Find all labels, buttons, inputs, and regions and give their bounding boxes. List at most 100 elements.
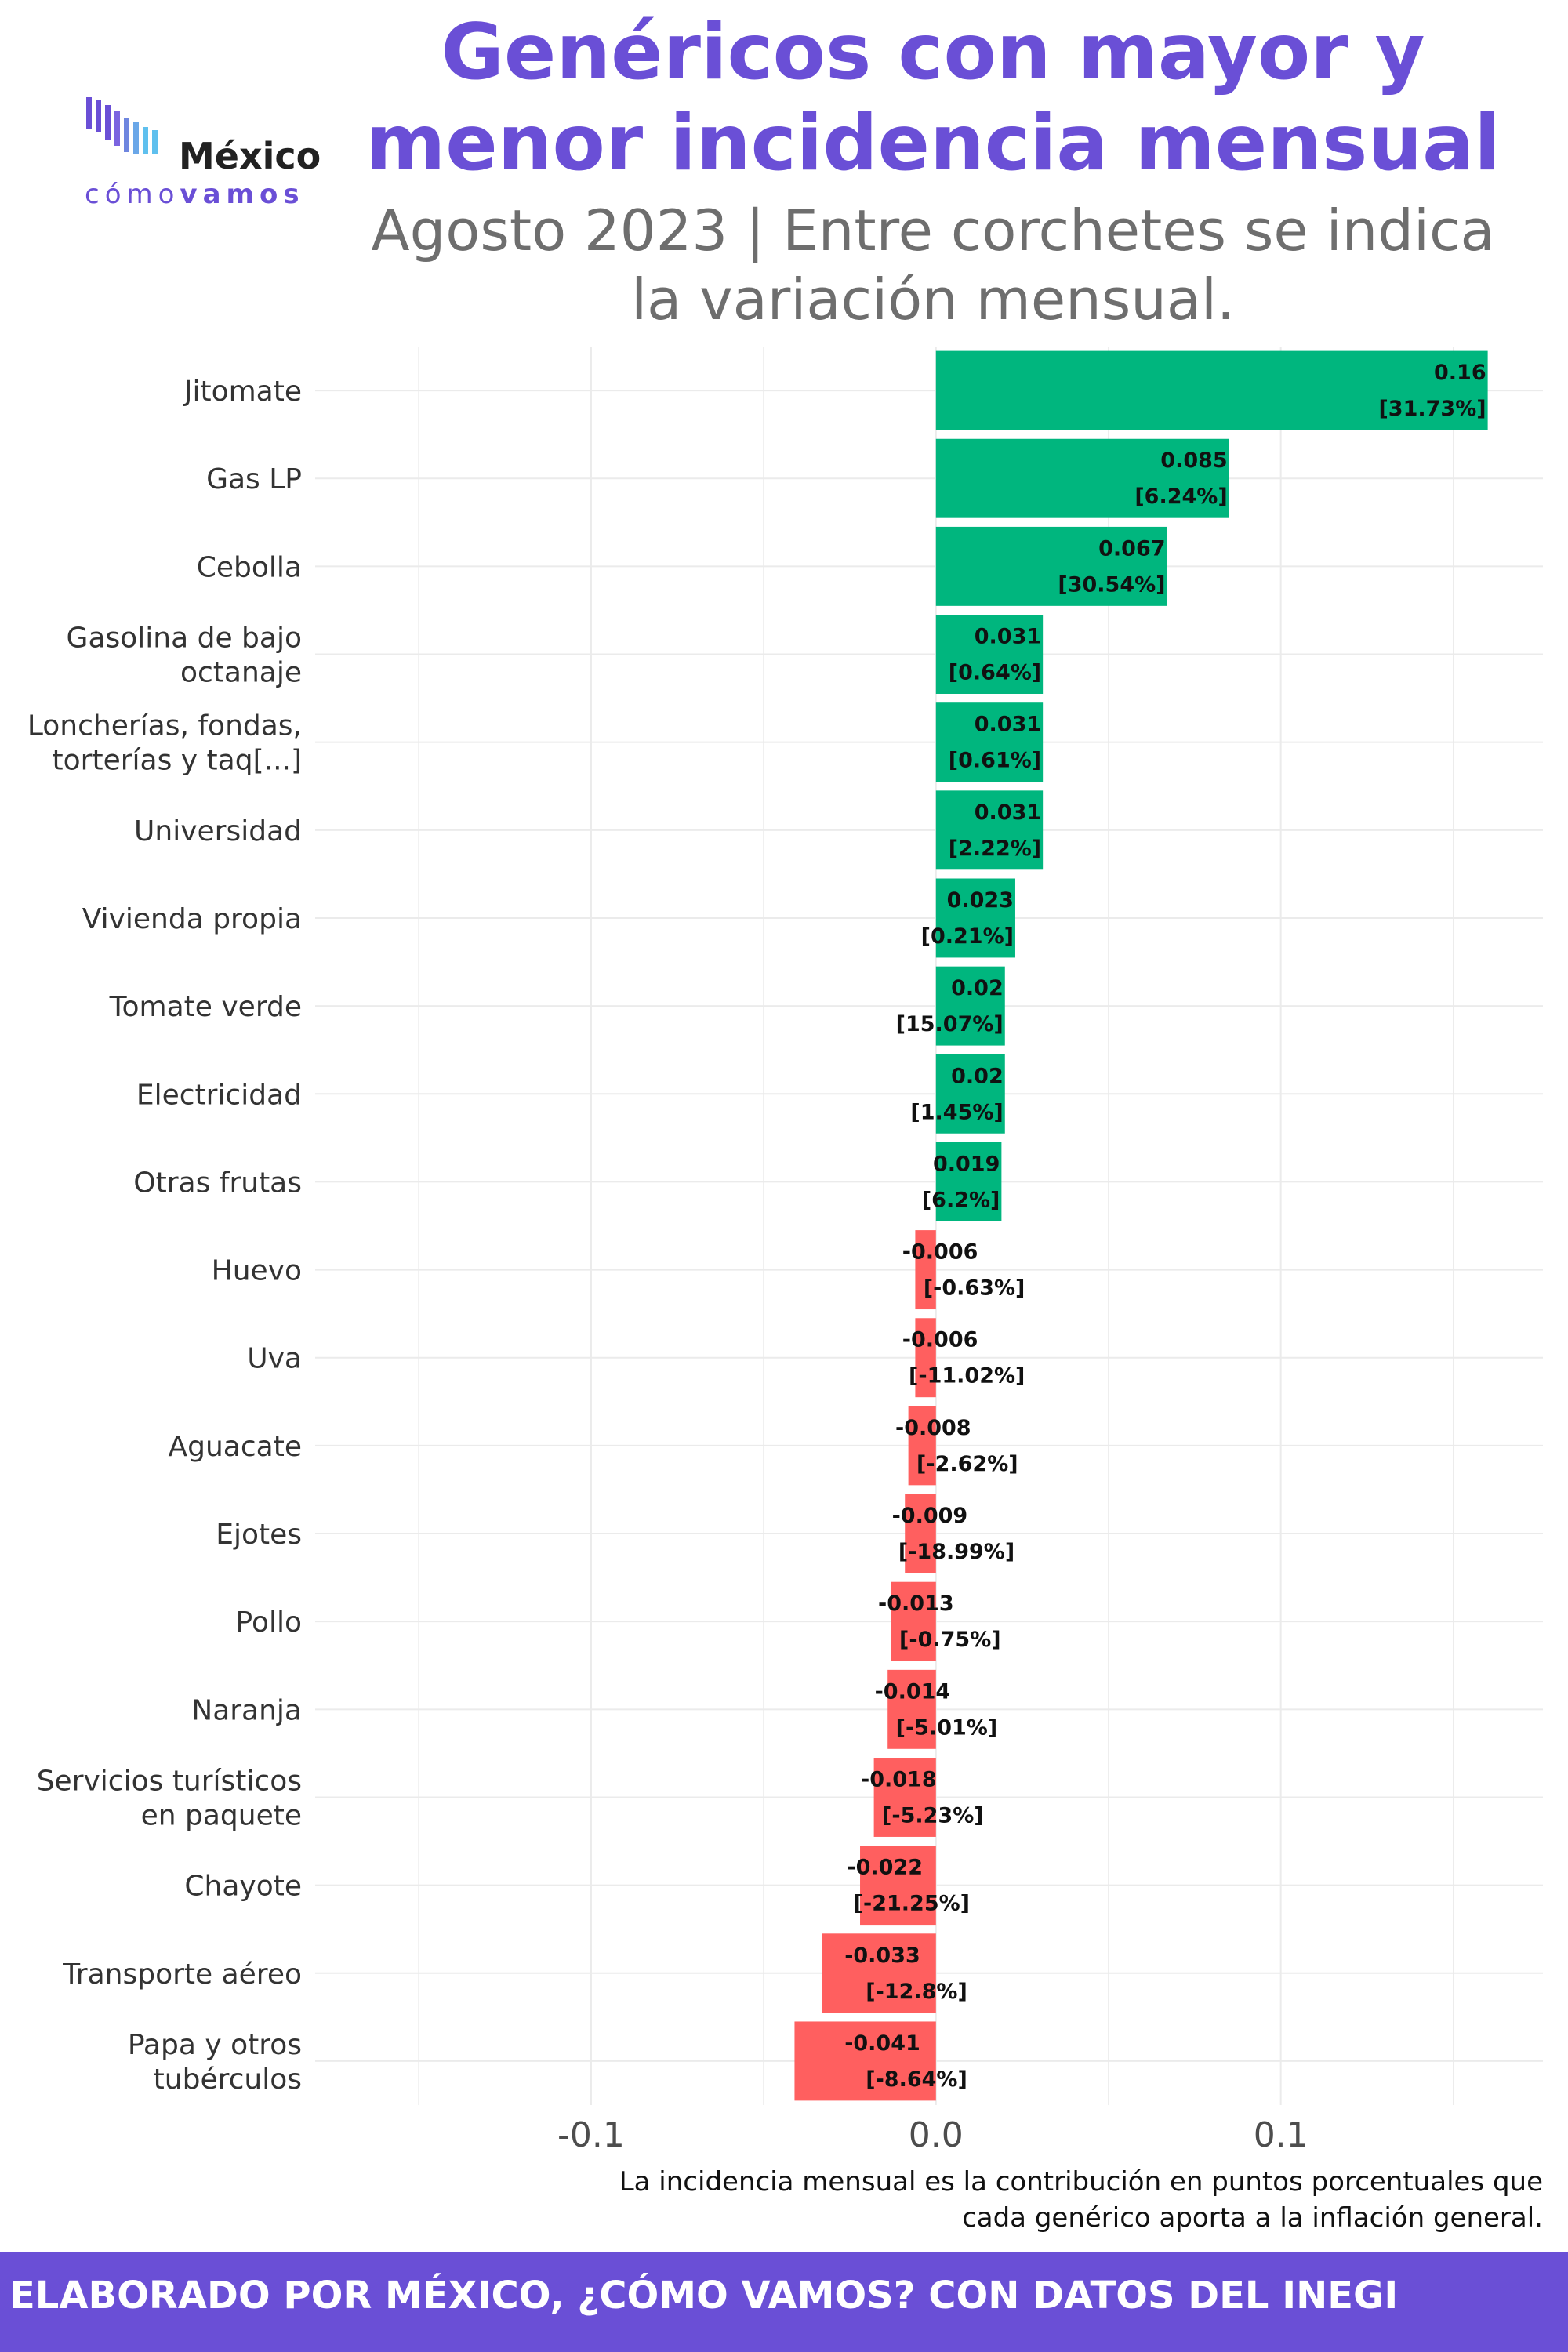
variation-label: [-2.62%] (916, 1452, 1018, 1476)
value-label: -0.008 (895, 1416, 971, 1440)
chart-title-line1: Genéricos con mayor y (441, 8, 1425, 97)
bar (935, 1142, 1002, 1221)
variation-label: [2.22%] (949, 837, 1041, 861)
bar (915, 1230, 936, 1310)
value-label: 0.019 (933, 1152, 1000, 1176)
chart-subtitle-line1: Agosto 2023 | Entre corchetes se indica (371, 198, 1495, 263)
bar (794, 2021, 936, 2101)
value-label: -0.006 (902, 1240, 978, 1265)
logo-tagline: cómovamos (85, 179, 305, 210)
bar (935, 966, 1005, 1046)
bar (891, 1581, 936, 1661)
value-label: 0.085 (1160, 448, 1227, 473)
footer-banner: ELABORADO POR MÉXICO, ¿CÓMO VAMOS? CON D… (0, 2252, 1568, 2352)
category-label: Loncherías, fondas, (27, 710, 302, 742)
value-label: 0.023 (947, 888, 1014, 913)
value-label: 0.02 (951, 976, 1004, 1000)
category-label: Servicios turísticos (37, 1765, 302, 1797)
mexico-como-vamos-logo: México cómovamos (78, 86, 345, 212)
category-label: Universidad (134, 815, 302, 848)
value-label: -0.041 (844, 2031, 920, 2056)
logo-word: México (179, 135, 321, 177)
category-label: Cebolla (197, 551, 302, 583)
category-label: Otras frutas (133, 1167, 302, 1199)
bar (935, 878, 1015, 958)
variation-label: [6.24%] (1134, 485, 1227, 509)
x-tick-label: 0.0 (909, 2115, 964, 2155)
category-label: Chayote (184, 1871, 302, 1903)
value-label: -0.022 (847, 1856, 923, 1880)
logo-bars-icon (86, 97, 158, 154)
x-tick-label: -0.1 (557, 2115, 625, 2155)
category-label: Transporte aéreo (62, 1958, 302, 1991)
value-label: 0.031 (975, 625, 1041, 649)
value-label: 0.02 (951, 1064, 1004, 1088)
value-label: 0.067 (1098, 536, 1165, 561)
value-label: 0.031 (975, 713, 1041, 737)
variation-label: [-12.8%] (866, 1980, 967, 2004)
category-label: Vivienda propia (82, 903, 302, 935)
category-label: Papa y otros (128, 2029, 302, 2061)
category-label: Gas LP (206, 463, 302, 495)
chart-subtitle-line2: la variación mensual. (631, 267, 1235, 332)
bar (887, 1669, 936, 1749)
category-label: en paquete (141, 1799, 302, 1831)
bar (822, 1933, 936, 2013)
footnote-line1: La incidencia mensual es la contribución… (619, 2166, 1543, 2198)
category-label: Naranja (191, 1694, 302, 1726)
value-label: 0.16 (1434, 361, 1486, 385)
bar-chart: Jitomate 0.16 [31.73%] Gas LP 0.085 [6.24%] Ce… (27, 347, 1543, 2155)
bar (935, 350, 1488, 430)
value-label: -0.018 (861, 1767, 937, 1791)
bar (860, 1846, 936, 1926)
category-label: tubérculos (154, 2063, 302, 2096)
bar (935, 438, 1229, 518)
variation-label: [-18.99%] (898, 1540, 1014, 1564)
category-label: Pollo (236, 1606, 302, 1639)
value-label: -0.014 (875, 1679, 951, 1704)
bar (935, 702, 1044, 782)
category-label: Ejotes (216, 1519, 302, 1551)
bar (915, 1318, 936, 1398)
value-label: -0.013 (878, 1592, 954, 1616)
variation-label: [-21.25%] (854, 1892, 970, 1916)
category-label: Electricidad (136, 1079, 302, 1111)
x-tick-label: 0.1 (1254, 2115, 1308, 2155)
category-label: Jitomate (183, 376, 302, 408)
variation-label: [-8.64%] (866, 2067, 967, 2092)
variation-label: [15.07%] (896, 1012, 1004, 1036)
bar (935, 615, 1044, 694)
value-label: -0.006 (902, 1328, 978, 1352)
variation-label: [0.64%] (949, 661, 1041, 685)
category-label: Aguacate (169, 1431, 302, 1463)
category-label: torterías y taq[...] (53, 745, 302, 777)
value-label: 0.031 (975, 800, 1041, 825)
category-label: Huevo (212, 1255, 302, 1287)
variation-label: [6.2%] (922, 1188, 1000, 1212)
variation-label: [-11.02%] (909, 1364, 1025, 1388)
category-label: Tomate verde (109, 991, 302, 1023)
variation-label: [-0.63%] (924, 1276, 1025, 1301)
bar (905, 1494, 936, 1573)
category-label: Uva (247, 1343, 302, 1375)
variation-label: [30.54%] (1058, 572, 1165, 597)
footnote-line2: cada genérico aporta a la inflación gene… (962, 2202, 1543, 2234)
bar (908, 1406, 936, 1486)
chart-title-line2: menor incidencia mensual (365, 99, 1501, 188)
variation-label: [1.45%] (910, 1100, 1003, 1124)
variation-label: [-5.23%] (882, 1803, 984, 1828)
bar (873, 1758, 936, 1837)
value-label: -0.009 (892, 1504, 968, 1528)
variation-label: [0.61%] (949, 749, 1041, 773)
category-label: Gasolina de bajo (67, 622, 302, 655)
category-label: octanaje (180, 657, 302, 689)
variation-label: [-0.75%] (899, 1628, 1001, 1652)
bar (935, 526, 1167, 606)
bar (935, 790, 1044, 870)
footer-credit: ELABORADO POR MÉXICO, ¿CÓMO VAMOS? CON D… (9, 2274, 1399, 2318)
variation-label: [31.73%] (1378, 397, 1486, 421)
variation-label: [0.21%] (921, 924, 1014, 949)
bar (935, 1054, 1005, 1134)
value-label: -0.033 (844, 1944, 920, 1968)
variation-label: [-5.01%] (896, 1715, 998, 1740)
